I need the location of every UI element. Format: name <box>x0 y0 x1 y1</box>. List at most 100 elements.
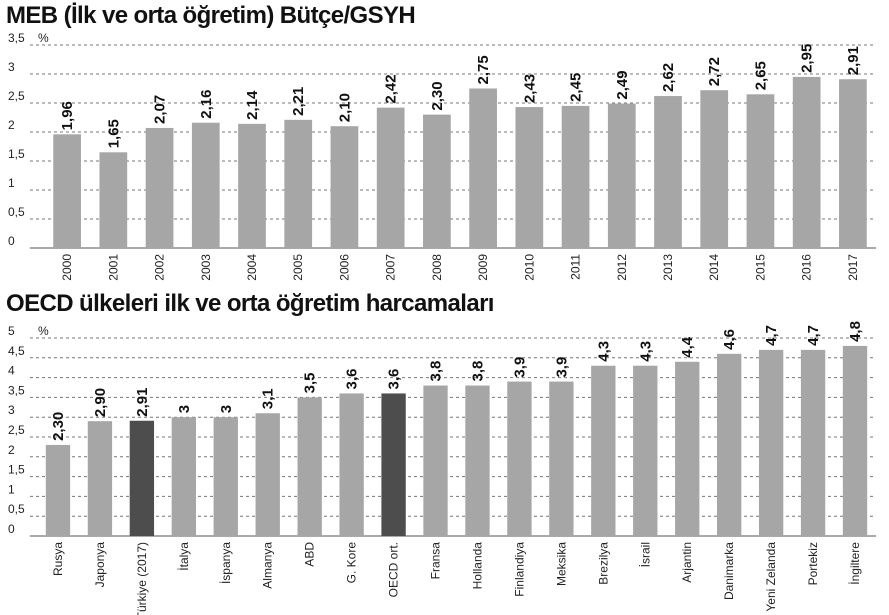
oecd-y-tick-label: 0,5 <box>8 502 25 516</box>
meb-y-tick-label: 2,5 <box>8 89 25 103</box>
oecd-value-label: 3 <box>176 405 193 413</box>
oecd-category-label: İspanya <box>219 542 233 584</box>
oecd-category-label: Fransa <box>429 542 443 580</box>
meb-bar <box>284 119 313 248</box>
meb-bar <box>330 126 359 248</box>
oecd-y-tick-label: 2 <box>8 443 15 457</box>
meb-value-label: 2,16 <box>198 90 215 119</box>
meb-value-label: 2,43 <box>521 74 538 103</box>
meb-bar <box>515 107 544 248</box>
meb-value-label: 2,21 <box>290 87 307 116</box>
oecd-y-tick-label: 5 <box>8 324 15 338</box>
oecd-bar <box>297 397 322 536</box>
oecd-bar <box>675 361 700 536</box>
meb-bar <box>839 79 867 248</box>
oecd-value-label: 3,9 <box>511 357 528 378</box>
oecd-value-label: 4,7 <box>805 325 822 346</box>
oecd-category-label: Japonya <box>93 542 107 588</box>
oecd-value-label: 4,6 <box>721 329 738 350</box>
meb-bar <box>376 107 405 248</box>
oecd-value-label: 4,3 <box>637 341 654 362</box>
meb-category-label: 2009 <box>476 254 490 281</box>
oecd-bar <box>213 417 238 536</box>
meb-bar <box>145 127 174 248</box>
oecd-bar <box>255 413 280 536</box>
oecd-bar <box>717 353 742 536</box>
meb-category-label: 2003 <box>199 254 213 281</box>
meb-category-label: 2004 <box>245 254 259 281</box>
meb-y-tick-label: 2 <box>8 118 15 132</box>
oecd-bar <box>45 444 71 536</box>
oecd-y-tick-label: 4 <box>8 364 15 378</box>
oecd-value-label: 2,91 <box>134 388 151 417</box>
meb-value-label: 2,95 <box>799 44 816 73</box>
oecd-category-label: Yeni Zelanda <box>764 542 778 612</box>
oecd-y-tick-label: 3 <box>8 403 15 417</box>
meb-value-label: 2,75 <box>475 55 492 84</box>
oecd-y-tick-label: 0 <box>8 522 15 536</box>
meb-bar <box>53 134 81 248</box>
meb-value-label: 2,65 <box>752 61 769 90</box>
meb-category-label: 2005 <box>291 254 305 281</box>
oecd-value-label: 4,8 <box>847 321 864 342</box>
oecd-category-label: Finlandiya <box>512 542 526 597</box>
oecd-category-label: OECD ort. <box>387 542 401 597</box>
meb-y-tick-label: 3,5 <box>8 31 25 45</box>
oecd-category-label: İngiltere <box>848 542 862 585</box>
meb-category-label: 2012 <box>615 254 629 281</box>
meb-value-label: 2,72 <box>706 57 723 86</box>
oecd-category-label: Arjantin <box>680 542 694 583</box>
oecd-bar <box>465 385 490 536</box>
oecd-category-label: İsrail <box>638 542 652 567</box>
oecd-bar <box>507 381 532 536</box>
meb-bar <box>561 105 590 249</box>
meb-bar <box>700 90 729 249</box>
meb-y-tick-label: 1 <box>8 176 15 190</box>
meb-category-label: 2010 <box>522 254 536 281</box>
oecd-category-label: İtalya <box>177 542 191 571</box>
oecd-category-label: Türkiye (2017) <box>135 542 149 615</box>
meb-y-tick-label: 0 <box>8 234 15 248</box>
meb-bar <box>607 103 636 248</box>
oecd-y-tick-label: 2,5 <box>8 423 25 437</box>
oecd-category-label: Rusya <box>51 542 65 576</box>
meb-y-tick-label: 0,5 <box>8 205 25 219</box>
meb-category-label: 2016 <box>800 254 814 281</box>
meb-value-label: 2,45 <box>568 73 585 102</box>
oecd-category-label: ABD <box>303 542 317 567</box>
oecd-value-label: 2,30 <box>50 412 67 441</box>
chart1-title: MEB (İlk ve orta öğretim) Bütçe/GSYH <box>6 2 416 29</box>
meb-y-tick-label: 3 <box>8 60 15 74</box>
oecd-bar <box>129 420 155 536</box>
meb-category-label: 2013 <box>661 254 675 281</box>
oecd-bar <box>171 417 196 536</box>
oecd-value-label: 3,8 <box>428 361 445 382</box>
meb-category-label: 2015 <box>753 254 767 281</box>
meb-value-label: 2,49 <box>614 70 631 99</box>
meb-bar <box>469 88 497 248</box>
meb-bar <box>191 122 220 248</box>
oecd-category-label: Danimarka <box>722 542 736 600</box>
meb-bar <box>654 96 682 248</box>
oecd-value-label: 2,90 <box>92 388 109 417</box>
oecd-value-label: 3,6 <box>344 369 361 390</box>
meb-value-label: 2,07 <box>152 95 169 124</box>
meb-value-label: 1,96 <box>59 101 76 130</box>
oecd-bar <box>87 421 113 536</box>
oecd-value-label: 3,1 <box>260 388 277 409</box>
meb-value-label: 2,91 <box>845 46 862 75</box>
oecd-category-label: Almanya <box>261 542 275 589</box>
meb-value-label: 1,65 <box>105 119 122 148</box>
meb-value-label: 2,30 <box>429 81 446 110</box>
meb-value-label: 2,42 <box>383 74 400 103</box>
meb-category-label: 2014 <box>707 254 721 281</box>
meb-value-label: 2,62 <box>660 63 677 92</box>
meb-bar <box>238 123 266 248</box>
meb-category-label: 2007 <box>384 254 398 281</box>
oecd-category-label: Portekiz <box>806 542 820 585</box>
meb-budget-chart: 0 0,5 1 1,5 2 2,5 3 3,5 % 1,96 2000 1,65 2001 2,07 200… <box>8 31 876 281</box>
oecd-y-tick-label: 1,5 <box>8 463 25 477</box>
meb-category-label: 2006 <box>337 254 351 281</box>
oecd-bar <box>842 345 868 536</box>
